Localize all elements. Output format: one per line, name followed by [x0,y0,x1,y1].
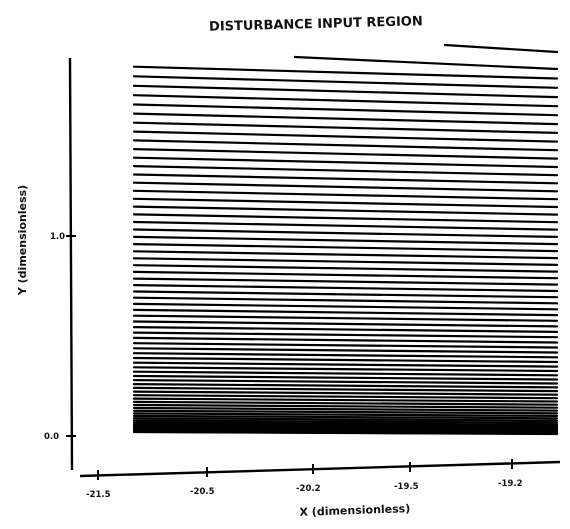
mesh-line-30 [132,347,559,354]
mesh-line-14 [132,409,559,415]
mesh-line-35 [132,320,559,328]
mesh-line-32 [132,336,559,344]
y-tick-label-0: 0.0 [44,432,59,442]
mesh-line-38 [132,302,559,311]
mesh-line-33 [132,331,559,339]
x-tick-label-4: -19.5 [394,482,419,492]
mesh-line-62 [132,121,559,134]
mesh-line-68 [132,65,559,80]
mesh-line-44 [132,264,559,273]
mesh-line-43 [132,270,559,280]
mesh-line-39 [132,296,559,305]
mesh-lines [132,43,559,436]
y-tick-label-1: 1.0 [50,232,65,242]
y-axis-label: Y (dimensionless) [16,185,29,296]
mesh-line-37 [132,308,559,317]
mesh-line-46 [132,250,559,260]
mesh-line-54 [132,189,559,201]
mesh-line-6 [132,426,559,431]
mesh-line-34 [132,326,559,333]
mesh-line-67 [132,75,559,89]
mesh-line-8 [132,423,559,428]
mesh-line-64 [132,103,559,117]
mesh-line-69 [293,55,559,71]
mesh-line-29 [132,352,559,359]
mesh-line-9 [132,421,559,426]
x-tick-label-2: -20.5 [190,487,215,497]
mesh-line-top-segment [443,43,559,54]
x-axis-label: X (dimensionless) [299,502,410,519]
mesh-line-42 [132,277,559,286]
mesh-line-57 [132,165,559,177]
mesh-line-11 [132,417,559,422]
mesh-line-56 [132,173,559,185]
mesh-line-20 [132,390,559,396]
mesh-line-21 [132,386,559,393]
mesh-line-50 [132,220,559,231]
mesh-line-22 [132,383,559,389]
mesh-line-55 [132,181,559,193]
mesh-line-10 [132,419,559,424]
mesh-line-63 [132,112,559,126]
mesh-line-51 [132,213,559,224]
mesh-line-27 [132,361,559,368]
mesh-line-52 [132,205,559,216]
mesh-line-47 [132,243,559,253]
mesh-line-53 [132,197,559,209]
y-axis-line [68,57,74,471]
mesh-line-17 [132,400,559,406]
mesh-line-12 [132,414,559,420]
mesh-line-5 [132,427,559,432]
mesh-line-7 [132,424,559,430]
mesh-line-19 [132,394,559,400]
mesh-line-45 [132,257,559,266]
mesh-line-31 [132,342,559,349]
mesh-line-41 [132,284,559,293]
mesh-line-24 [132,374,559,381]
mesh-line-58 [132,156,559,169]
mesh-line-66 [132,84,559,99]
mesh-line-15 [132,406,559,412]
x-tick-label-1: -21.5 [86,490,111,500]
x-tick-label-3: -20.2 [296,484,321,494]
mesh-line-26 [132,366,559,373]
mesh-line-28 [132,356,559,364]
mesh-line-59 [132,148,559,160]
mesh-line-18 [132,397,559,403]
mesh-line-25 [132,370,559,377]
mesh-line-16 [132,403,559,409]
mesh-line-36 [132,314,559,322]
mesh-line-13 [132,412,559,417]
mesh-line-49 [132,228,559,238]
mesh-line-65 [132,94,559,108]
x-axis-line [79,460,561,478]
x-tick-label-5: -19.2 [498,479,523,489]
mesh-line-23 [132,379,559,385]
mesh-line-48 [132,235,559,246]
mesh-line-60 [132,139,559,152]
mesh-line-40 [132,290,559,299]
chart-title: DISTURBANCE INPUT REGION [209,14,423,35]
mesh-line-61 [132,130,559,143]
